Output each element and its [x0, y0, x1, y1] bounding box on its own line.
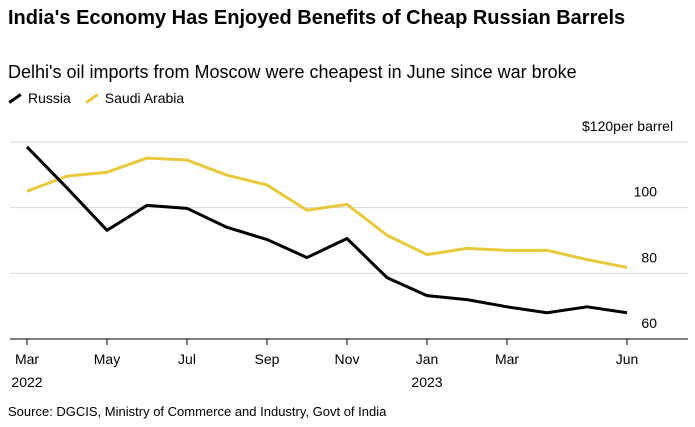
legend: Russia Saudi Arabia [8, 90, 184, 106]
legend-label: Saudi Arabia [104, 90, 185, 106]
legend-item: Saudi Arabia [85, 90, 184, 106]
source-note: Source: DGCIS, Ministry of Commerce and … [8, 404, 387, 419]
legend-label: Russia [28, 90, 71, 106]
y-tick-label: 80 [641, 249, 657, 265]
x-tick-label: May [94, 351, 120, 367]
chart: 60 80 100 $120 per barrel Mar May Jul Sep Nov Jan M… [10, 118, 688, 390]
y-tick-label: 100 [634, 184, 658, 200]
x-year-label: 2022 [11, 374, 42, 390]
y-tick-label: $120 [582, 118, 613, 134]
series-line [25, 145, 628, 315]
x-tick-label: Mar [15, 351, 39, 367]
x-tick-label: Jul [178, 351, 196, 367]
chart-subtitle: Delhi's oil imports from Moscow were che… [8, 62, 577, 82]
x-tick-label: Sep [255, 351, 280, 367]
legend-item: Russia [8, 90, 71, 106]
x-tick-label: Mar [495, 351, 519, 367]
x-year-label: 2023 [411, 374, 442, 390]
series-line [26, 156, 628, 269]
x-tick-label: Jan [416, 351, 439, 367]
x-tick-label: Nov [335, 351, 360, 367]
y-unit: per barrel [613, 118, 673, 134]
y-tick-label: 60 [641, 315, 657, 331]
chart-title: India's Economy Has Enjoyed Benefits of … [8, 7, 626, 29]
x-tick-label: Jun [616, 351, 639, 367]
